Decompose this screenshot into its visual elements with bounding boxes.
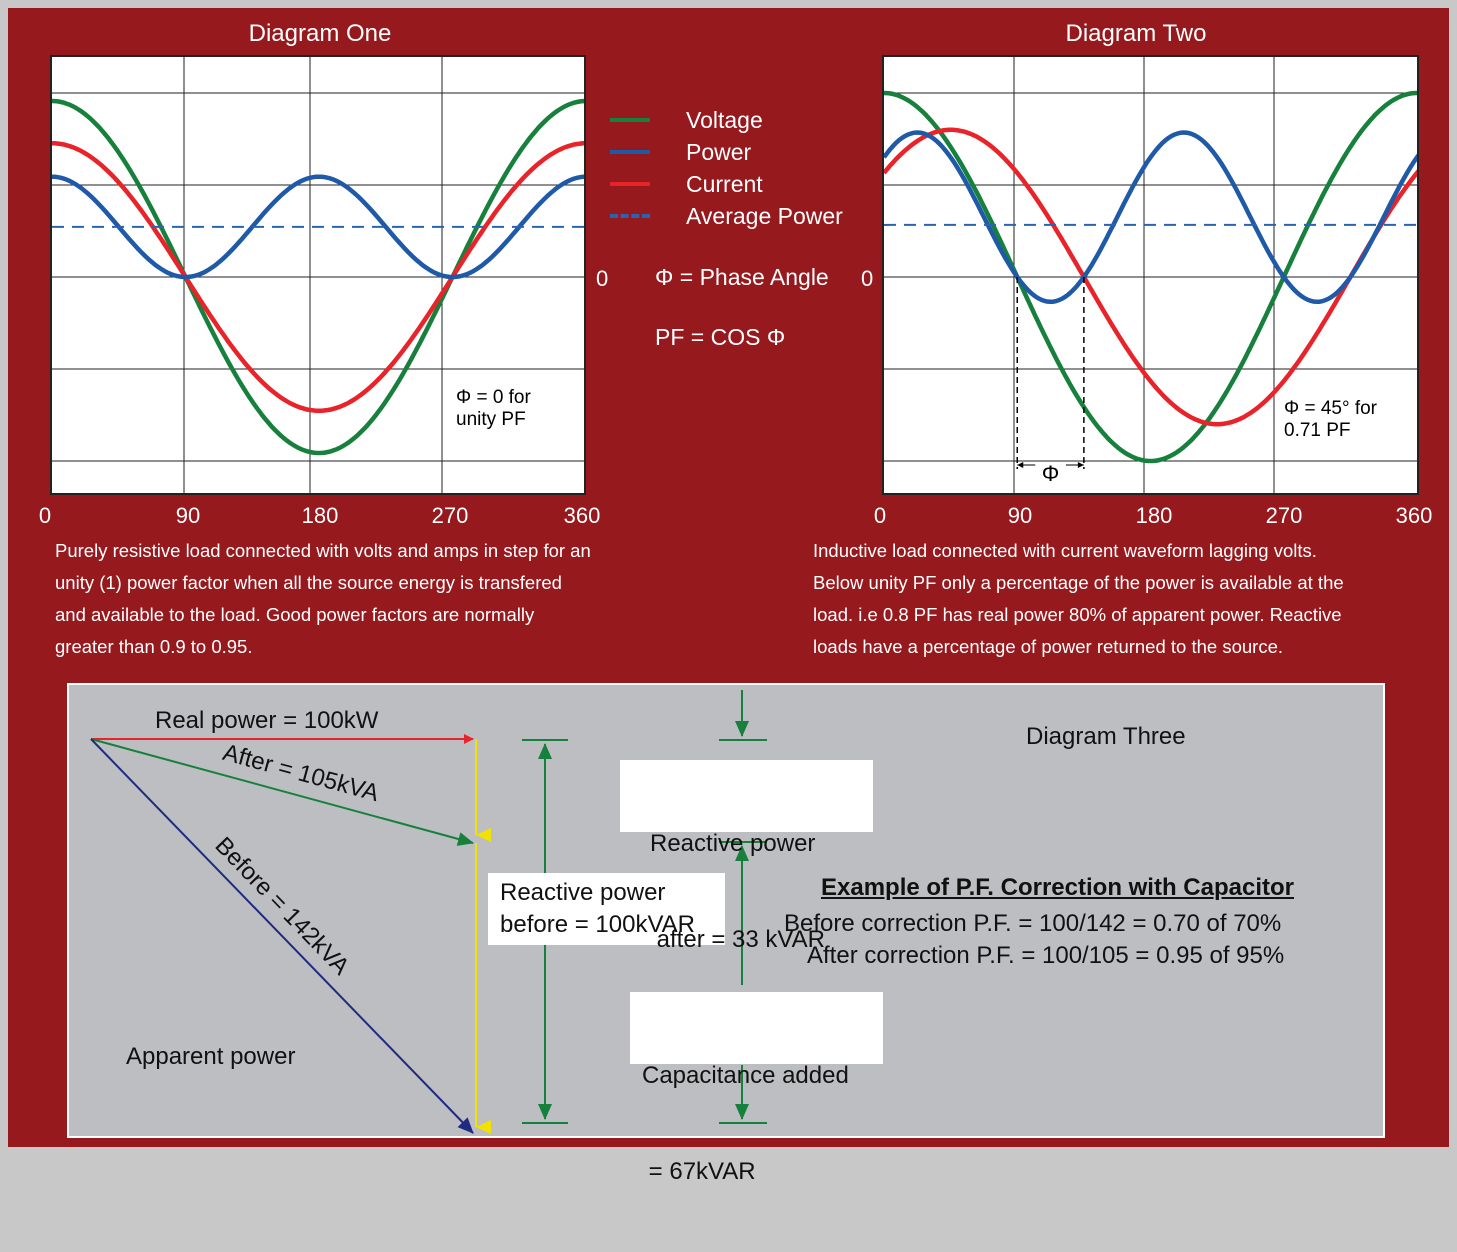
caption-line: greater than 0.9 to 0.95. [55,636,253,657]
diagram-one-title: Diagram One [248,20,392,47]
power-waveform [52,174,584,280]
phase-arrowhead [1077,462,1084,468]
note-line: unity PF [456,409,526,430]
x-tick: 90 [1007,503,1033,528]
apparent-power-label: Apparent power [126,1043,296,1070]
legend-item-current: Current [610,168,763,200]
caption-line: loads have a percentage of power returne… [813,636,1283,657]
diagram-one-caption: Purely resistive load connected with vol… [55,535,591,663]
x-tick: 270 [1265,503,1303,528]
before-apparent-vector [90,738,474,1134]
current-swatch [610,182,650,186]
box-line: after = 33 kVAR [650,926,825,953]
before-correction-text: Before correction P.F. = 100/142 = 0.70 … [784,910,1282,937]
phase-arrowhead [1017,462,1024,468]
x-tick: 360 [563,503,601,528]
x-tick: 90 [175,503,201,528]
voltage-waveform [884,90,1417,464]
legend-item-power: Power [610,136,751,168]
diagram-two-svg: Φ [884,57,1417,493]
box-line: Capacitance added [642,1062,849,1089]
diagram-three-panel: Real power = 100kW After = 105kVA Before… [67,683,1385,1185]
x-tick: 0 [38,503,52,528]
reactive-before-box: Reactive power before = 100kVAR [488,873,725,945]
power-waveform [884,130,1417,305]
reactive-after-box: Reactive power after = 33 kVAR [620,760,873,953]
phase-angle-definition: Φ = Phase Angle [655,264,829,290]
caption-line: unity (1) power factor when all the sour… [55,572,562,593]
power-factor-formula: PF = COS Φ [655,324,786,350]
note-line: Φ = 45° for [1284,398,1377,419]
diagram-one-plot: Φ = 0 for unity PF [50,55,586,495]
x-tick: 270 [431,503,469,528]
caption-line: Below unity PF only a percentage of the … [813,572,1344,593]
example-title: Example of P.F. Correction with Capacito… [821,874,1294,901]
legend-label: Voltage [686,106,763,133]
caption-line: load. i.e 0.8 PF has real power 80% of a… [813,604,1342,625]
note-line: Φ = 0 for [456,387,531,408]
diagram-one-svg [52,57,584,493]
box-line: = 67kVAR [642,1158,756,1185]
caption-line: Purely resistive load connected with vol… [55,540,591,561]
legend-item-average-power: Average Power [610,200,843,232]
box-line: before = 100kVAR [500,911,696,938]
diagram-two-caption: Inductive load connected with current wa… [813,535,1344,663]
power-swatch [610,150,650,154]
x-tick: 0 [873,503,887,528]
legend-label: Current [686,170,763,197]
box-line: Reactive power [500,879,666,906]
diagram-two-note: Φ = 45° for 0.71 PF [1284,398,1377,442]
after-correction-text: After correction P.F. = 100/105 = 0.95 o… [807,942,1285,969]
legend-item-voltage: Voltage [610,104,763,136]
legend-label: Average Power [686,202,843,229]
caption-line: Inductive load connected with current wa… [813,540,1317,561]
voltage-waveform [52,98,584,456]
caption-line: and available to the load. Good power fa… [55,604,535,625]
real-power-label: Real power = 100kW [155,707,379,734]
legend-label: Power [686,138,752,165]
x-tick: 180 [301,503,339,528]
average-power-swatch [610,214,650,218]
x-tick: 180 [1135,503,1173,528]
diagram-one-note: Φ = 0 for unity PF [456,387,531,431]
diagram-three-title: Diagram Three [1026,723,1186,750]
current-waveform [52,140,584,414]
voltage-swatch [610,118,650,122]
after-apparent-vector [90,738,474,846]
box-line: Reactive power [650,830,816,857]
current-waveform [884,127,1417,427]
phase-label: Φ [1042,461,1060,486]
x-tick: 360 [1395,503,1433,528]
diagram-one-zero-label: 0 [596,266,609,291]
diagram-two-zero-label: 0 [861,266,874,291]
capacitance-box: Capacitance added = 67kVAR [630,992,883,1185]
diagram-two-title: Diagram Two [1065,20,1207,47]
diagram-two-plot: Φ Φ = 45° for 0.71 PF [882,55,1419,495]
diagram-three-svg [90,690,767,1134]
note-line: 0.71 PF [1284,420,1351,441]
